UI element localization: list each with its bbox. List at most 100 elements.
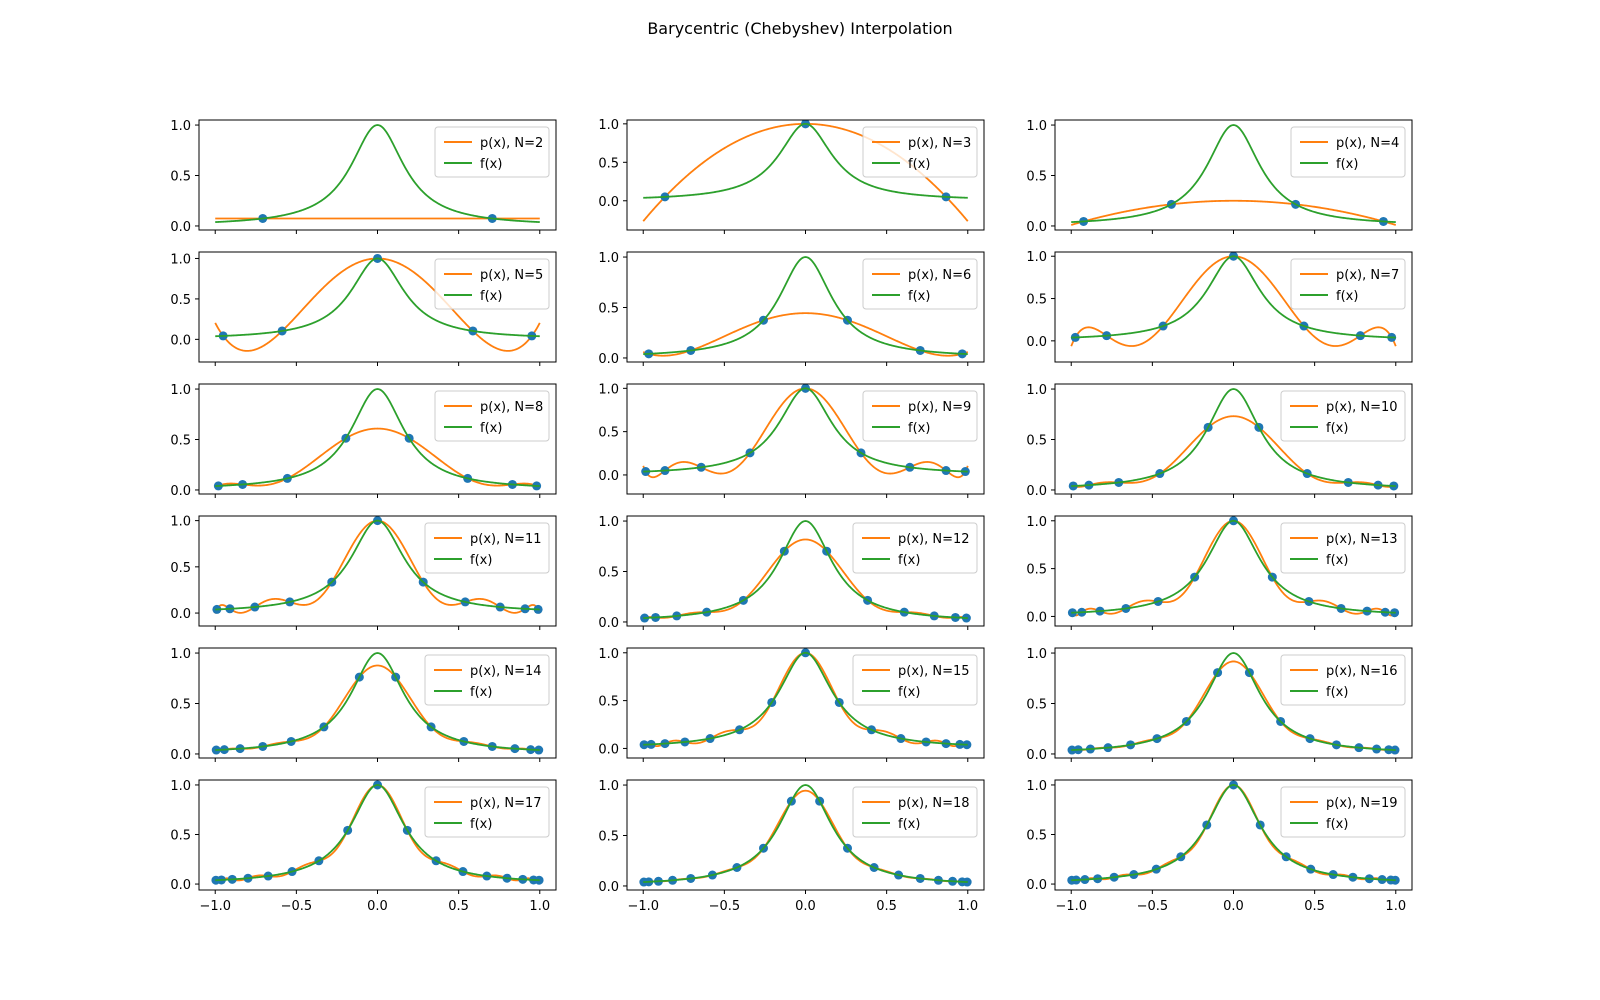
y-tick-label: 0.0 xyxy=(1026,220,1047,235)
legend: p(x), N=7 f(x) xyxy=(1290,258,1406,310)
plot-area xyxy=(639,648,972,750)
axes-frame xyxy=(198,647,557,759)
y-tick-label: 0.0 xyxy=(170,484,191,499)
y-tick-label: 0.5 xyxy=(598,426,619,441)
y-tick-label: 0.0 xyxy=(1026,484,1047,499)
legend-label-function: f(x) xyxy=(908,157,930,172)
plot-area xyxy=(211,780,544,885)
legend-label-function: f(x) xyxy=(1326,421,1348,436)
y-tick-label: 1.0 xyxy=(170,383,191,398)
legend-label-interpolant: p(x), N=5 xyxy=(480,268,543,283)
legend: p(x), N=11 f(x) xyxy=(424,522,550,574)
x-tick-label: −0.5 xyxy=(281,899,313,914)
subplot-N3: 0.0 0.5 1.0 p(x), N=3 f(x) xyxy=(598,118,985,234)
legend-label-interpolant: p(x), N=17 xyxy=(470,796,542,811)
subplot-N13: 0.0 0.5 1.0 p(x), N=13 f(x) xyxy=(1026,515,1413,630)
y-tick-label: 0.0 xyxy=(598,469,619,484)
legend-label-interpolant: p(x), N=18 xyxy=(898,796,970,811)
plot-area xyxy=(215,124,540,223)
subplot-N5: 0.0 0.5 1.0 p(x), N=5 f(x) xyxy=(170,251,557,366)
legend-box xyxy=(434,390,550,442)
y-tick-label: 0.5 xyxy=(598,566,619,581)
y-tick-label: 0.0 xyxy=(170,748,191,763)
function-line xyxy=(643,520,968,619)
function-line xyxy=(643,784,968,883)
y-tick-label: 1.0 xyxy=(598,647,619,662)
y-tick-label: 0.0 xyxy=(170,220,191,235)
legend: p(x), N=18 f(x) xyxy=(852,786,978,838)
axes-frame xyxy=(198,779,557,891)
axes-frame xyxy=(1054,251,1413,363)
subplot-grid: 0.0 0.5 1.0 p(x), N=2 f(x) 0.0 0.5 1.0 p(x), N=3… xyxy=(170,118,1413,914)
legend-box xyxy=(1290,258,1406,310)
axes-frame xyxy=(1054,383,1413,495)
axes-frame xyxy=(198,119,557,231)
y-tick-label: 0.5 xyxy=(1026,698,1047,713)
legend-label-interpolant: p(x), N=9 xyxy=(908,400,971,415)
function-line xyxy=(1071,124,1396,223)
legend-box xyxy=(852,786,978,838)
subplot-N17: 0.0 0.5 1.0 −1.0 −0.5 0.0 0.5 1.0 p(x), N=17 f(x) xyxy=(170,779,557,914)
legend: p(x), N=2 f(x) xyxy=(434,126,550,178)
axes-frame xyxy=(1054,647,1413,759)
plot-area xyxy=(1068,388,1399,491)
function-line xyxy=(215,784,540,882)
legend: p(x), N=14 f(x) xyxy=(424,654,550,706)
y-tick-label: 0.5 xyxy=(170,293,191,308)
y-tick-label: 0.0 xyxy=(598,742,619,757)
subplot-N7: 0.0 0.5 1.0 p(x), N=7 f(x) xyxy=(1026,250,1413,366)
legend-box xyxy=(862,126,978,178)
plot-area xyxy=(1067,652,1400,755)
axes-frame xyxy=(198,383,557,495)
y-tick-label: 0.5 xyxy=(1026,829,1047,844)
legend: p(x), N=12 f(x) xyxy=(852,522,978,574)
y-tick-label: 0.0 xyxy=(170,607,191,622)
plot-area xyxy=(1070,124,1397,226)
subplot-N14: 0.0 0.5 1.0 p(x), N=14 f(x) xyxy=(170,647,557,763)
legend: p(x), N=9 f(x) xyxy=(862,390,978,442)
legend: p(x), N=4 f(x) xyxy=(1290,126,1406,178)
legend: p(x), N=15 f(x) xyxy=(852,654,978,706)
legend: p(x), N=16 f(x) xyxy=(1280,654,1406,706)
y-tick-label: 0.0 xyxy=(1026,748,1047,763)
y-tick-label: 0.5 xyxy=(1026,293,1047,308)
y-tick-label: 0.0 xyxy=(1026,335,1047,350)
plot-area xyxy=(214,253,541,352)
interpolant-line xyxy=(214,427,541,489)
subplot-N11: 0.0 0.5 1.0 p(x), N=11 f(x) xyxy=(170,515,557,630)
x-tick-label: −1.0 xyxy=(199,899,231,914)
axes-frame xyxy=(198,515,557,627)
y-tick-label: 0.5 xyxy=(170,829,191,844)
legend-label-function: f(x) xyxy=(470,817,492,832)
legend-box xyxy=(424,654,550,706)
y-tick-label: 0.0 xyxy=(170,333,191,348)
function-line xyxy=(643,651,968,746)
legend: p(x), N=8 f(x) xyxy=(434,390,550,442)
interpolant-line xyxy=(1070,199,1397,226)
axes-frame xyxy=(626,383,985,495)
axes-frame xyxy=(1054,515,1413,627)
function-line xyxy=(215,388,540,487)
x-tick-label: 0.0 xyxy=(795,899,816,914)
legend-label-function: f(x) xyxy=(898,553,920,568)
x-tick-label: 0.5 xyxy=(876,899,897,914)
axes-frame xyxy=(626,119,985,231)
axes-frame xyxy=(198,251,557,363)
subplot-N4: 0.0 0.5 1.0 p(x), N=4 f(x) xyxy=(1026,119,1413,235)
y-tick-label: 0.5 xyxy=(1026,563,1047,578)
y-tick-label: 0.5 xyxy=(170,434,191,449)
plot-area xyxy=(1067,780,1400,885)
interpolant-line xyxy=(1070,415,1397,488)
legend-label-interpolant: p(x), N=16 xyxy=(1326,664,1398,679)
function-line xyxy=(215,124,540,223)
y-tick-label: 1.0 xyxy=(170,647,191,662)
subplot-N15: 0.0 0.5 1.0 p(x), N=15 f(x) xyxy=(598,647,985,762)
legend-label-function: f(x) xyxy=(480,289,502,304)
x-tick-label: −1.0 xyxy=(627,899,659,914)
y-tick-label: 0.0 xyxy=(598,352,619,367)
subplot-N16: 0.0 0.5 1.0 p(x), N=16 f(x) xyxy=(1026,647,1413,763)
x-tick-label: 0.0 xyxy=(1223,899,1244,914)
subplot-N19: 0.0 0.5 1.0 −1.0 −0.5 0.0 0.5 1.0 p(x), N=19 f(x) xyxy=(1026,779,1413,914)
subplot-N18: 0.0 0.5 1.0 −1.0 −0.5 0.0 0.5 1.0 p(x), N=18 f(x) xyxy=(598,779,985,914)
legend-label-interpolant: p(x), N=15 xyxy=(898,664,970,679)
